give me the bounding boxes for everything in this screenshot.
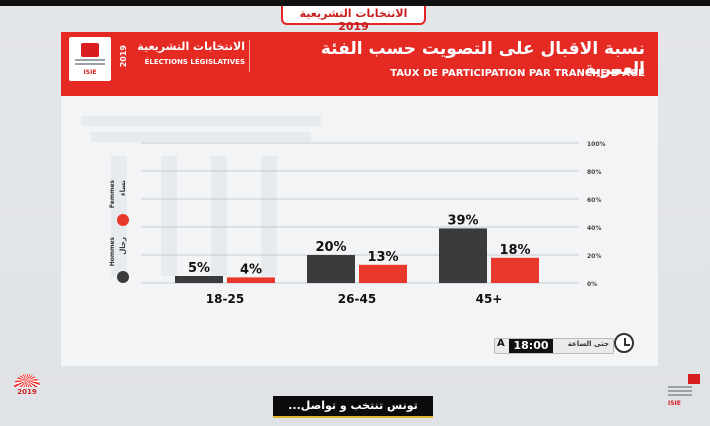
bar-femmes	[491, 257, 539, 283]
x-category-label: 26-45	[338, 292, 376, 306]
header-band: ISIE 2019 الانتخابات التشريعية ÉLECTIONS…	[61, 32, 658, 96]
data-label: 18%	[499, 243, 530, 258]
isie-corner-logo: ISIE	[668, 374, 704, 408]
y-tick-label: 60%	[587, 197, 601, 204]
flag-icon	[81, 43, 99, 57]
time-indicator: A 18:00 حتى الساعة	[494, 333, 638, 355]
time-pill: A 18:00 حتى الساعة	[494, 338, 614, 354]
x-category-label: 18-25	[206, 292, 244, 306]
sunburst-icon	[14, 374, 40, 387]
time-value: 18:00	[509, 339, 553, 353]
chart-plot: 0% 20% 40% 60% 80% 100% 5% 4% 18-25 20% 13% 26-45 39…	[141, 141, 606, 306]
bar-hommes	[307, 255, 355, 283]
y-tick-label: 80%	[587, 169, 601, 176]
bar-hommes	[439, 228, 487, 283]
data-label: 13%	[367, 250, 398, 265]
bar-hommes	[175, 276, 223, 283]
bar-femmes	[227, 277, 275, 283]
elections-2019-logo: 2019	[4, 374, 50, 404]
header-divider	[249, 40, 250, 72]
bar-femmes	[359, 264, 407, 283]
header-elections-ar: الانتخابات التشريعية	[137, 40, 245, 53]
clock-icon	[614, 333, 634, 353]
top-election-tab-label: الانتخابات التشريعية 2019	[299, 7, 408, 33]
top-election-tab: الانتخابات التشريعية 2019	[281, 6, 426, 33]
time-prefix: A	[497, 338, 505, 349]
y-tick-label: 100%	[587, 141, 606, 148]
parliament-watermark	[81, 116, 321, 276]
y-tick-label: 40%	[587, 225, 601, 232]
isie-logo-label: ISIE	[83, 69, 97, 76]
time-label: حتى الساعة	[567, 340, 609, 348]
flag-icon	[688, 374, 700, 384]
isie-logo: ISIE	[69, 37, 111, 81]
data-label: 5%	[188, 261, 210, 276]
y-tick-label: 0%	[587, 281, 597, 288]
bottom-slogan-banner: تونس تنتخب و تواصل...	[273, 396, 433, 418]
y-tick-label: 20%	[587, 253, 601, 260]
data-label: 20%	[315, 240, 346, 255]
data-label: 39%	[447, 213, 478, 228]
legend-men-swatch	[117, 271, 129, 283]
chart-title-fr: TAUX DE PARTICIPATION PAR TRANCHE D'AGE	[390, 68, 645, 79]
header-elections-fr: ÉLECTIONS LÉGISLATIVES	[144, 58, 245, 66]
top-strip	[0, 0, 710, 6]
chart-title-ar: نسبة الاقبال على التصويت حسب الفئة العمر…	[320, 39, 645, 79]
data-label: 4%	[240, 262, 262, 277]
x-category-label: 45+	[476, 292, 503, 306]
elections-2019-logo-year: 2019	[17, 388, 37, 396]
bottom-slogan-text: تونس تنتخب و تواصل...	[288, 399, 418, 412]
isie-corner-logo-label: ISIE	[668, 400, 681, 407]
legend-women-swatch	[117, 214, 129, 226]
